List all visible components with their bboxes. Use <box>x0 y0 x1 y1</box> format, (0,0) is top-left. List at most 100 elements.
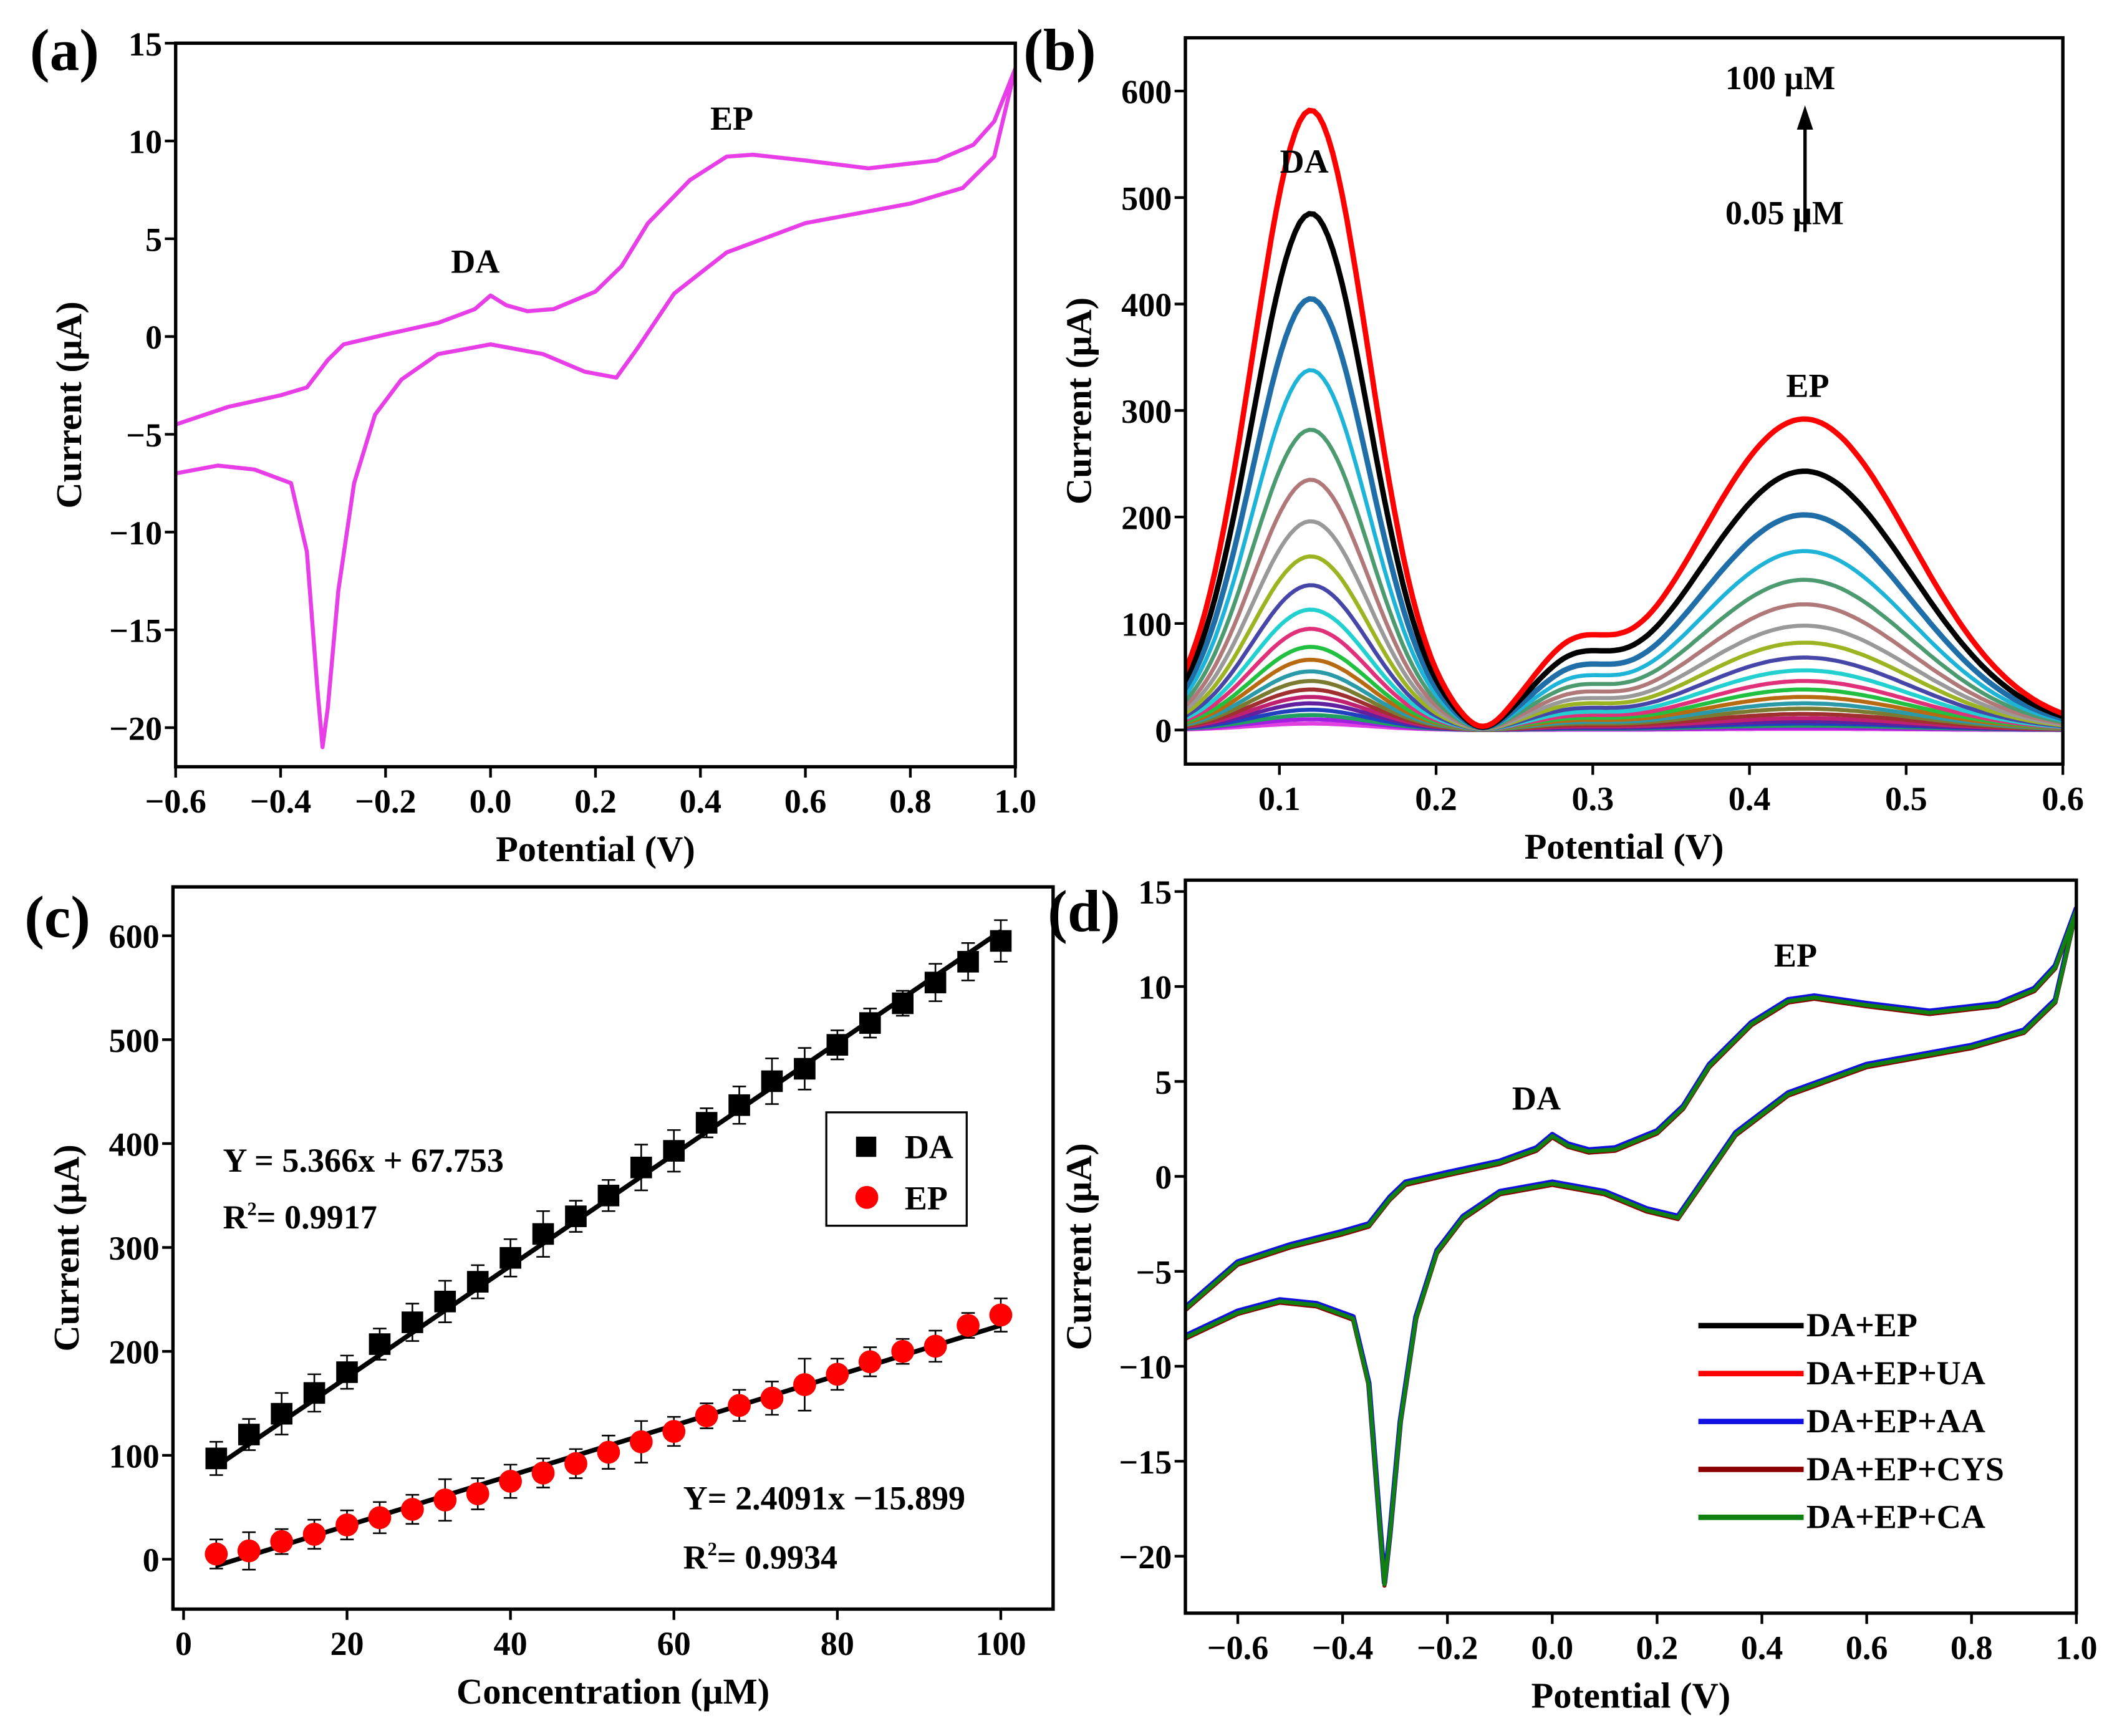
panel-a-cv-plot: −0.6 −0.4 −0.2 0.0 0.2 0.4 0.6 0.8 1.0 15 10 5 0 −5 −1… <box>49 26 1036 869</box>
legend-label: DA+EP <box>1806 1306 1917 1344</box>
legend-label: DA+EP+CYS <box>1806 1450 2004 1488</box>
y-tick-label: 400 <box>109 1126 160 1163</box>
x-tick-label: 0 <box>175 1625 192 1662</box>
y-tick-label: 200 <box>109 1334 160 1371</box>
panel-label-c: (c) <box>24 884 90 950</box>
legend-circle-marker <box>855 1185 879 1209</box>
legend-label: DA+EP+CA <box>1806 1498 1985 1536</box>
data-point-da <box>336 1361 358 1383</box>
data-point-da <box>434 1290 456 1313</box>
annotation-da: DA <box>451 243 499 280</box>
dpv-curve <box>1185 645 2063 732</box>
panel-label-d: (d) <box>1048 879 1120 945</box>
x-axis-label: Potential (V) <box>496 829 695 869</box>
y-tick-label: −20 <box>1119 1538 1172 1576</box>
data-point-ep <box>400 1498 424 1521</box>
data-point-da <box>728 1094 750 1116</box>
da-fit-equation: Y = 5.366x + 67.753 <box>223 1142 503 1179</box>
data-point-ep <box>662 1420 686 1443</box>
legend: DA EP <box>825 1111 968 1227</box>
ep-fit-equation: Y= 2.4091x −15.899 <box>683 1479 965 1517</box>
y-tick-label: 15 <box>128 26 162 63</box>
panel-b-dpv-plot: 0.1 0.2 0.3 0.4 0.5 0.6 0 100 200 300 400 500 600 Pot… <box>1058 36 2084 867</box>
x-axis-label: Concentration (μM) <box>456 1671 769 1712</box>
x-tick-label: 0.3 <box>1571 780 1614 817</box>
dpv-curve <box>1185 519 2063 731</box>
y-tick-label: −5 <box>126 417 162 454</box>
data-point-ep <box>793 1373 816 1396</box>
y-tick-label: 15 <box>1138 874 1172 911</box>
data-point-ep <box>760 1386 784 1410</box>
x-tick-label: 20 <box>330 1625 364 1662</box>
annotation-high-conc: 100 μM <box>1725 59 1835 97</box>
y-tick-label: 300 <box>1121 393 1172 430</box>
panel-label-b: (b) <box>1023 17 1096 84</box>
data-point-da <box>761 1070 783 1092</box>
data-point-ep <box>302 1523 326 1546</box>
x-tick-label: 100 <box>975 1625 1026 1662</box>
data-point-ep <box>597 1440 620 1464</box>
data-point-da <box>663 1140 685 1162</box>
x-tick-label: −0.2 <box>355 783 416 820</box>
x-tick-label: 1.0 <box>2055 1629 2098 1667</box>
data-point-ep <box>335 1513 359 1536</box>
data-point-da <box>597 1184 620 1207</box>
y-tick-label: −15 <box>109 612 162 650</box>
y-tick-label: 0 <box>143 1541 160 1579</box>
data-point-da <box>238 1424 260 1445</box>
x-tick-label: 0.8 <box>1951 1629 1993 1667</box>
ep-fit-r2: R2= 0.9934 <box>683 1538 837 1576</box>
data-point-da <box>271 1402 292 1425</box>
data-point-ep <box>989 1303 1013 1327</box>
data-point-ep <box>826 1362 849 1386</box>
y-tick-label: 400 <box>1121 286 1172 324</box>
data-point-ep <box>891 1339 915 1363</box>
dpv-curve <box>1185 211 2063 730</box>
data-point-da <box>794 1058 816 1080</box>
y-tick-label: 600 <box>109 918 160 955</box>
dpv-curve <box>1185 478 2063 731</box>
data-point-ep <box>728 1394 751 1417</box>
data-point-da <box>499 1247 521 1269</box>
data-point-ep <box>695 1404 718 1427</box>
x-tick-label: 0.2 <box>1636 1629 1679 1667</box>
annotation-ep: EP <box>1774 937 1817 974</box>
y-tick-label: −5 <box>1136 1253 1172 1291</box>
data-point-ep <box>957 1314 980 1337</box>
y-axis-label: Current (μA) <box>1058 1143 1099 1350</box>
y-tick-label: 0 <box>1155 1159 1172 1196</box>
data-point-ep <box>858 1350 882 1374</box>
y-tick-label: −10 <box>109 514 162 552</box>
x-tick-label: 1.0 <box>994 783 1036 820</box>
x-tick-label: 0.8 <box>889 783 932 820</box>
data-point-da <box>402 1311 423 1333</box>
data-point-ep <box>433 1488 457 1512</box>
panel-d-interference-plot: −0.6 −0.4 −0.2 0.0 0.2 0.4 0.6 0.8 1.0 15 10 5 0 −5 −1… <box>1058 874 2097 1715</box>
data-point-da <box>859 1012 881 1034</box>
data-point-da <box>630 1156 652 1179</box>
data-point-ep <box>270 1530 294 1553</box>
x-tick-label: −0.6 <box>1207 1629 1268 1667</box>
x-tick-label: 0.4 <box>1729 780 1771 817</box>
annotation-low-conc: 0.05 μM <box>1725 194 1844 231</box>
data-point-da <box>924 972 947 993</box>
data-point-da <box>369 1333 391 1355</box>
x-tick-label: 60 <box>657 1625 691 1662</box>
x-tick-label: 0.0 <box>470 783 512 820</box>
legend-label-ep: EP <box>905 1180 948 1217</box>
x-tick-label: 0.2 <box>574 783 617 820</box>
y-tick-label: 10 <box>1138 969 1172 1006</box>
data-point-ep <box>499 1470 523 1493</box>
y-tick-label: 500 <box>1121 180 1172 217</box>
x-tick-label: 80 <box>821 1625 854 1662</box>
x-tick-label: −0.2 <box>1417 1629 1478 1667</box>
annotation-ep: EP <box>1786 367 1829 404</box>
y-tick-label: 5 <box>145 221 162 258</box>
plot-area <box>205 919 1013 1571</box>
dpv-curve <box>1185 607 2063 731</box>
annotation-ep: EP <box>710 100 753 137</box>
x-tick-label: 0.6 <box>784 783 827 820</box>
annotation-da: DA <box>1280 143 1329 180</box>
arrow-up-icon <box>1796 105 1813 233</box>
